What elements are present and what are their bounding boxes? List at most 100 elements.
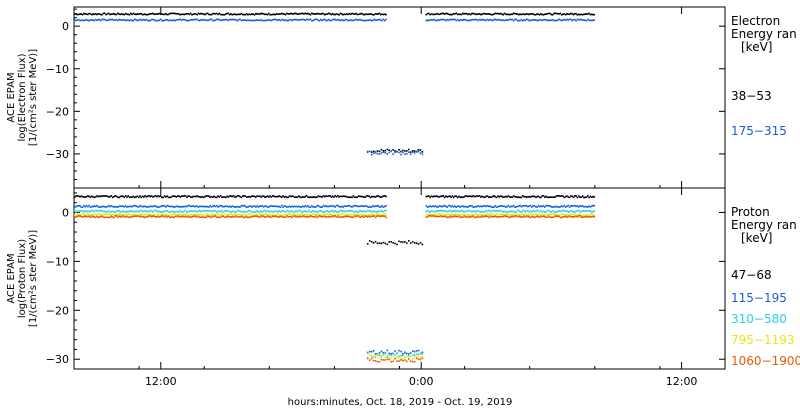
proton-data-point [511,211,514,213]
proton-data-point [538,211,541,213]
proton-data-point [191,205,193,207]
electron-data-point [109,18,111,21]
proton-data-point [519,204,521,207]
electron-data-point [299,12,301,15]
proton-data-point [166,214,168,216]
proton-data-point [115,213,118,215]
electron-data-point [380,152,383,154]
proton-data-point [90,205,93,208]
proton-data-point [402,360,404,362]
proton-data-point [320,214,322,216]
proton-data-point [541,215,543,217]
electron-data-point [541,13,543,16]
electron-data-point [257,19,260,21]
proton-data-point [79,205,81,207]
proton-data-point [570,210,572,212]
proton-data-point [157,215,159,218]
proton-data-point [253,205,256,207]
electron-data-point [364,19,366,22]
electron-data-point [481,13,484,15]
electron-data-point [490,13,493,16]
proton-data-point [244,211,247,213]
proton-data-point [419,352,422,355]
proton-data-point [547,205,550,207]
electron-data-point [249,13,252,16]
electron-data-point [554,12,556,15]
proton-data-point [374,356,377,358]
proton-data-point [458,214,460,216]
proton-data-point [218,214,221,217]
electron-data-point [291,13,293,15]
proton-data-point [144,195,146,197]
proton-data-point [519,211,521,213]
proton-data-point [234,216,236,218]
electron-data-point [467,13,469,16]
proton-data-point [154,205,157,207]
electron-data-point [392,149,394,151]
proton-data-point [476,205,478,208]
proton-data-point [428,213,430,216]
proton-data-point [350,216,352,218]
proton-data-point [153,205,155,208]
electron-data-point [256,13,258,15]
proton-data-point [290,213,292,216]
proton-data-point [508,214,511,216]
electron-data-point [199,19,201,22]
proton-data-point [486,213,489,215]
electron-data-point [279,19,282,22]
proton-data-point [558,215,560,217]
electron-data-point [137,19,140,22]
proton-data-point [94,205,97,208]
electron-data-point [468,13,471,15]
proton-data-point [102,195,105,197]
proton-data-point [514,213,516,215]
proton-data-point [370,215,373,217]
proton-data-point [192,195,195,198]
proton-data-point [258,213,261,215]
electron-data-point [202,13,205,15]
proton-data-point [202,205,205,208]
electron-data-point [106,19,109,22]
proton-data-point [294,215,296,217]
electron-data-point [475,13,477,16]
electron-data-point [197,12,200,15]
proton-data-point [473,205,476,208]
proton-data-point [439,215,442,217]
proton-data-point [284,211,287,213]
proton-data-point [471,215,473,218]
proton-data-point [512,210,515,212]
electron-data-point [581,13,584,16]
proton-data-point [381,195,383,198]
electron-data-point [143,13,145,16]
proton-data-point [577,206,580,208]
proton-data-point [489,209,491,212]
proton-data-point [438,215,441,218]
proton-data-point [542,214,545,216]
electron-data-point [209,13,211,16]
proton-data-point [377,213,379,215]
proton-data-point [502,205,504,208]
proton-data-point [327,205,330,208]
proton-data-point [590,213,593,215]
electron-data-point [97,18,99,21]
electron-data-point [114,13,116,16]
electron-data-point [368,19,370,22]
electron-data-point [544,13,546,16]
electron-data-point [295,18,297,21]
proton-data-point [368,350,371,353]
proton-data-point [74,209,76,212]
proton-data-point [506,196,508,198]
proton-data-point [113,211,115,213]
proton-data-point [222,206,224,208]
proton-data-point [139,214,141,216]
proton-data-point [158,195,161,198]
proton-data-point [244,205,247,208]
proton-data-point [590,205,593,207]
proton-data-point [400,350,402,353]
proton-data-point [550,213,553,215]
proton-data-point [356,205,359,208]
proton-data-point [572,216,575,218]
proton-data-point [85,210,88,212]
proton-data-point [166,216,168,218]
electron-data-point [368,150,371,153]
